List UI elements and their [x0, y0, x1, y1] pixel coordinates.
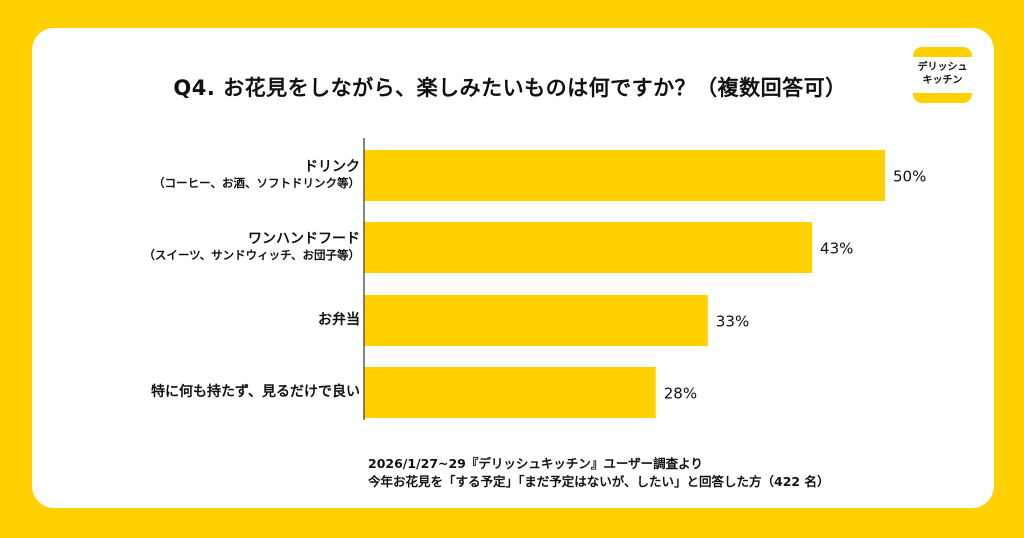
category-main: 特に何も持たず、見るだけで良い	[150, 383, 360, 400]
footnote-sample: 今年お花見を「する予定」「まだ予定はないが、したい」と回答した方（422 名）	[368, 474, 830, 489]
bar	[364, 367, 656, 418]
logo-band-bottom	[913, 93, 972, 103]
category-main: お弁当	[318, 311, 360, 328]
category-label: お弁当	[318, 312, 360, 329]
category-sub: （コーヒー、お酒、ソフトドリンク等）	[153, 175, 360, 190]
logo-text-line2: キッチン	[922, 75, 963, 86]
bar	[364, 150, 885, 201]
value-label: 33%	[716, 313, 749, 331]
footnote-source: 2026/1/27~29『デリッシュキッチン』ユーザー調査より	[368, 456, 703, 471]
bar	[364, 295, 708, 346]
value-label: 50%	[893, 168, 926, 186]
value-label: 43%	[820, 240, 853, 258]
category-label: ワンハンドフード （スイーツ、サンドウィッチ、お団子等）	[143, 231, 360, 263]
category-main: ドリンク	[304, 158, 360, 175]
logo-band-top	[913, 47, 972, 57]
bar	[364, 222, 813, 273]
category-label: 特に何も持たず、見るだけで良い	[151, 384, 360, 401]
value-label: 28%	[664, 385, 697, 403]
footnote: 2026/1/27~29『デリッシュキッチン』ユーザー調査より 今年お花見を「す…	[368, 455, 829, 491]
category-main: ワンハンドフード	[248, 230, 360, 247]
brand-logo: デリッシュ キッチン	[913, 47, 972, 103]
chart-title: Q4. お花見をしながら、楽しみたいものは何ですか？（複数回答可）	[173, 76, 847, 100]
category-label: ドリンク （コーヒー、お酒、ソフトドリンク等）	[153, 159, 360, 191]
logo-text: デリッシュ キッチン	[913, 61, 972, 87]
category-sub: （スイーツ、サンドウィッチ、お団子等）	[143, 247, 360, 262]
logo-text-line1: デリッシュ	[917, 62, 968, 73]
